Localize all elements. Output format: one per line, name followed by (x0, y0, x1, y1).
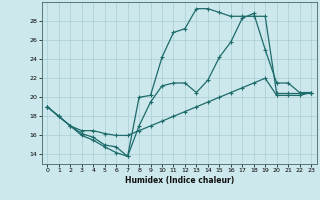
X-axis label: Humidex (Indice chaleur): Humidex (Indice chaleur) (124, 176, 234, 185)
